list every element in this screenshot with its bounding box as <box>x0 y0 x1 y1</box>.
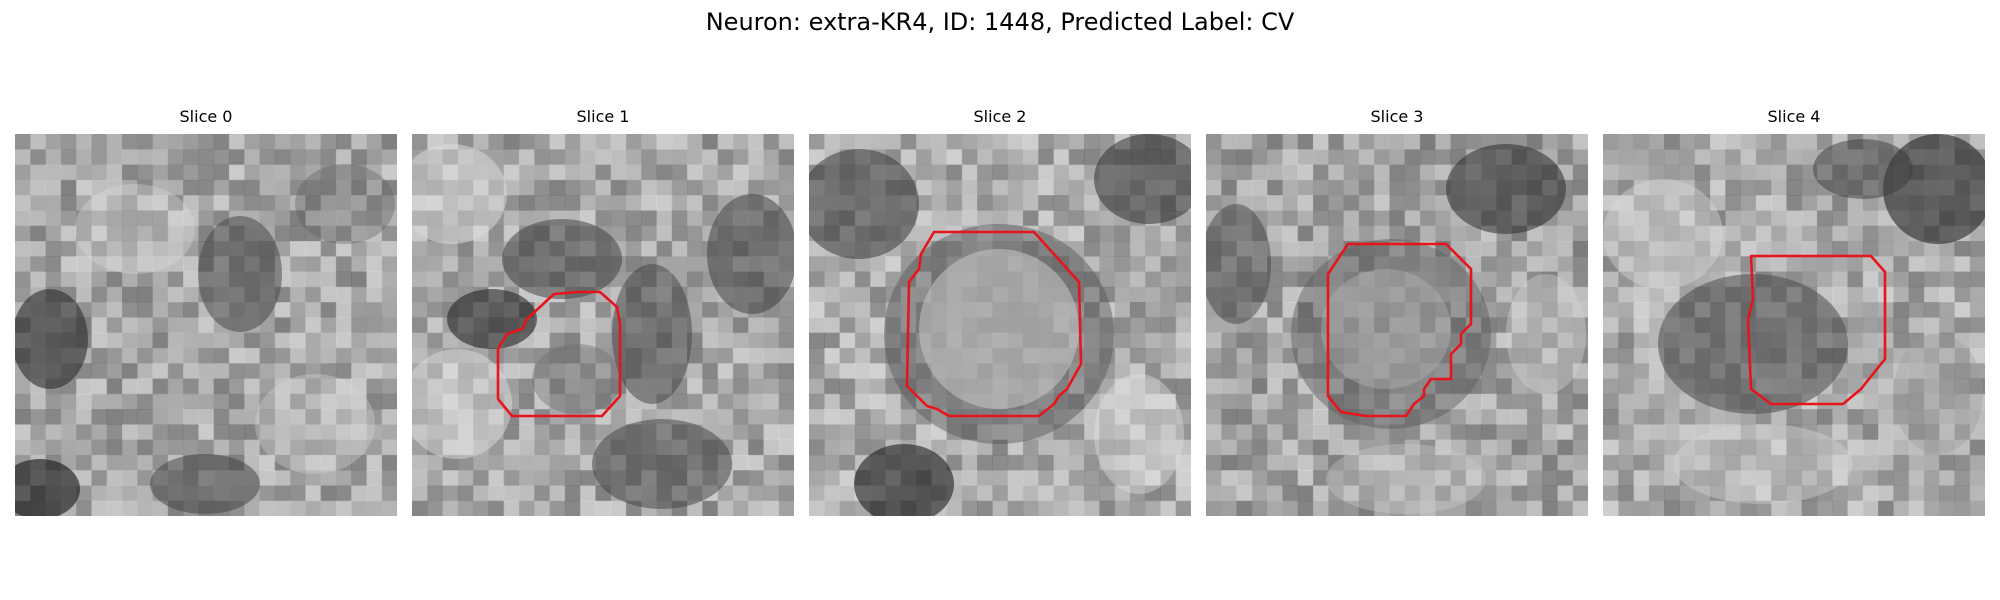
contour-outline <box>1746 254 1887 406</box>
slice-title-1: Slice 1 <box>576 107 630 126</box>
slice-panel-3: Slice 3 <box>1206 106 1588 516</box>
contour-outline <box>496 290 622 418</box>
slice-image-4 <box>1603 134 1985 516</box>
slice-panel-0: Slice 0 <box>15 106 397 516</box>
slice-panel-4: Slice 4 <box>1603 106 1985 516</box>
slice-image-0 <box>15 134 397 516</box>
slice-title-0: Slice 0 <box>179 107 233 126</box>
slice-title-2: Slice 2 <box>973 107 1027 126</box>
slice-panel-2: Slice 2 <box>809 106 1191 516</box>
contour-outline <box>905 230 1083 418</box>
slice-image-2 <box>809 134 1191 516</box>
slice-image-3 <box>1206 134 1588 516</box>
slice-image-1 <box>412 134 794 516</box>
slice-title-3: Slice 3 <box>1370 107 1424 126</box>
slice-title-4: Slice 4 <box>1767 107 1821 126</box>
slice-panel-1: Slice 1 <box>412 106 794 516</box>
contour-outline <box>1326 242 1473 418</box>
figure-title: Neuron: extra-KR4, ID: 1448, Predicted L… <box>705 8 1295 36</box>
